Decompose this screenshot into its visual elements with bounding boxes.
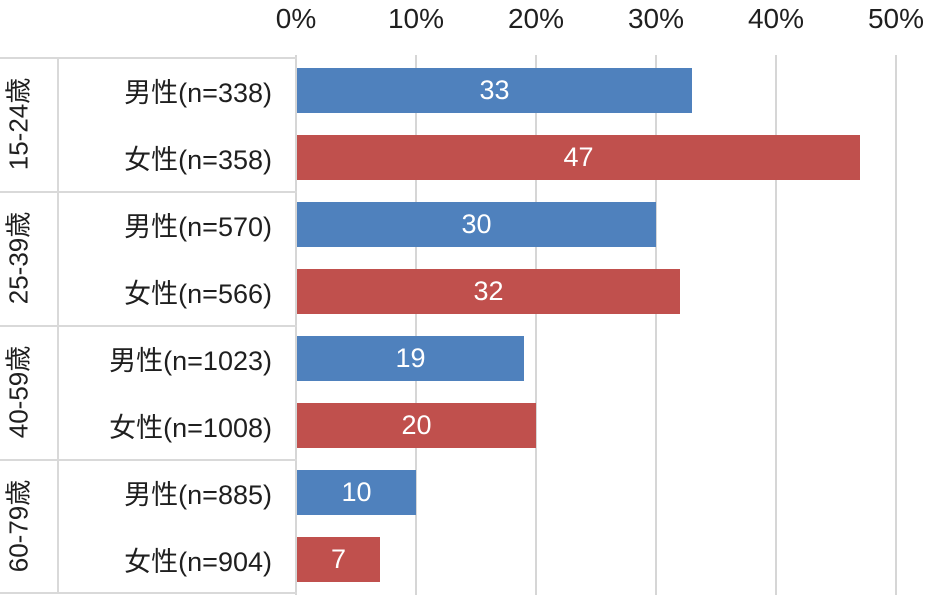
group-separator	[0, 592, 297, 594]
bar-value-label: 47	[563, 142, 594, 172]
bar-value-label: 7	[330, 544, 347, 574]
gridline	[535, 55, 537, 595]
bar-value-label: 10	[341, 477, 372, 507]
group-separator	[0, 191, 297, 193]
bar-value-label: 20	[401, 410, 432, 440]
female-bar: 47	[297, 135, 860, 180]
female-bar: 7	[297, 537, 380, 582]
x-axis-tick-label: 0%	[275, 3, 317, 34]
group-separator	[0, 459, 297, 461]
group-separator	[0, 57, 297, 59]
bar-value-label: 30	[461, 209, 492, 239]
gridline	[415, 55, 417, 595]
x-axis-tick-label: 50%	[867, 3, 925, 34]
gender-label: 男性(n=1023)	[109, 346, 272, 376]
gender-label: 女性(n=358)	[124, 145, 272, 175]
age-group-label: 40-59歳	[3, 345, 34, 439]
gender-label: 男性(n=570)	[124, 212, 272, 242]
bar-value-label: 33	[479, 75, 510, 105]
x-axis-tick-label: 40%	[747, 3, 805, 34]
gridline	[655, 55, 657, 595]
bar-value-label: 32	[473, 276, 504, 306]
column-divider	[57, 57, 59, 594]
age-group-label: 15-24歳	[3, 77, 34, 171]
gridline	[895, 55, 897, 595]
gender-label: 男性(n=885)	[124, 480, 272, 510]
male-bar: 30	[297, 202, 656, 247]
group-separator	[0, 325, 297, 327]
gender-label: 女性(n=566)	[124, 279, 272, 309]
age-group-label: 60-79歳	[3, 479, 34, 573]
bar-value-label: 19	[395, 343, 426, 373]
male-bar: 10	[297, 470, 416, 515]
x-axis-tick-label: 30%	[627, 3, 685, 34]
x-axis-tick-label: 10%	[387, 3, 445, 34]
female-bar: 20	[297, 403, 536, 448]
male-bar: 19	[297, 336, 524, 381]
male-bar: 33	[297, 68, 692, 113]
gender-label: 女性(n=1008)	[109, 413, 272, 443]
x-axis-tick-label: 20%	[507, 3, 565, 34]
age-group-label: 25-39歳	[3, 211, 34, 305]
gender-label: 女性(n=904)	[124, 547, 272, 577]
female-bar: 32	[297, 269, 680, 314]
gender-label: 男性(n=338)	[124, 78, 272, 108]
gridline	[775, 55, 777, 595]
